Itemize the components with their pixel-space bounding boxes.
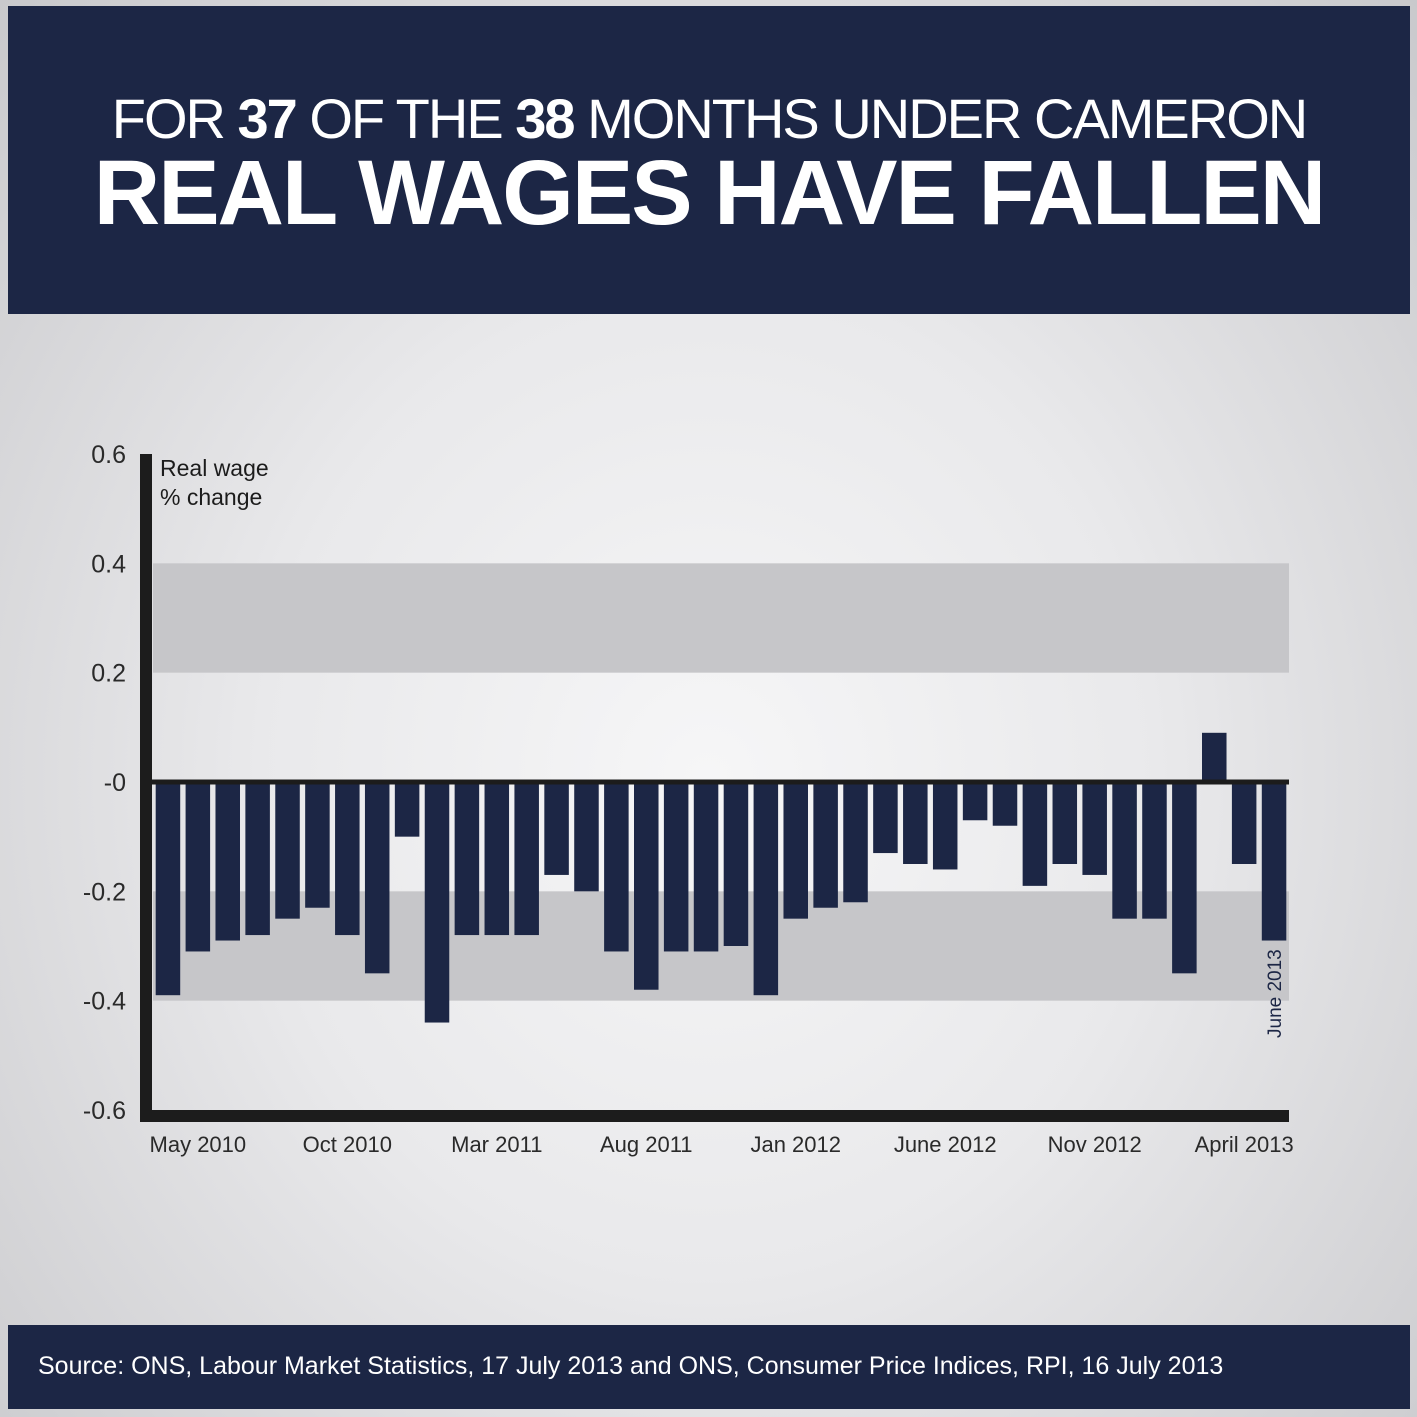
y-tick-labels: 0.6 0.4 0.2 -0 -0.2 -0.4 -0.6 <box>83 441 126 1125</box>
x-tick-label: Nov 2012 <box>1048 1132 1142 1157</box>
footer-banner: Source: ONS, Labour Market Statistics, 1… <box>8 1325 1410 1409</box>
bar <box>663 782 689 952</box>
annotation-group: June 2013 <box>1265 949 1286 1038</box>
zero-line <box>146 779 1289 785</box>
bar <box>783 782 808 919</box>
headline-line-1: FOR 37 OF THE 38 MONTHS UNDER CAMERON <box>8 86 1410 151</box>
bar <box>394 782 420 837</box>
bar <box>932 782 958 870</box>
bar <box>155 782 181 996</box>
bar <box>813 782 838 908</box>
headline-number: 38 <box>515 87 575 150</box>
x-tick-label: Jan 2012 <box>750 1132 841 1157</box>
bar <box>843 782 868 903</box>
y-tick-label: 0.6 <box>91 441 126 469</box>
source-note: Source: ONS, Labour Market Statistics, 1… <box>38 1352 1224 1380</box>
bar <box>1261 782 1287 941</box>
bar <box>1172 782 1197 974</box>
bar <box>574 782 599 892</box>
bar <box>335 782 360 936</box>
x-tick-label: Oct 2010 <box>303 1132 392 1157</box>
bar <box>992 782 1018 826</box>
bar <box>215 782 240 941</box>
bar <box>424 782 450 1023</box>
headline-text: OF THE <box>295 87 516 150</box>
x-tick-label: Aug 2011 <box>600 1132 693 1157</box>
y-tick-label: 0.2 <box>91 660 126 688</box>
y-tick-label: -0.2 <box>83 878 126 906</box>
headline-number: 37 <box>237 87 298 150</box>
bar <box>364 782 390 974</box>
bar <box>245 782 270 936</box>
bar <box>1082 782 1107 875</box>
headline-text: MONTHS UNDER CAMERON <box>573 87 1308 150</box>
bar <box>484 782 510 936</box>
bar <box>1022 782 1048 886</box>
bar <box>1142 782 1167 919</box>
bar <box>454 782 480 936</box>
bar-annotation: June 2013 <box>1265 949 1286 1038</box>
y-tick-label: -0.6 <box>83 1097 126 1125</box>
bar <box>693 782 719 952</box>
bar <box>544 782 569 875</box>
y-axis-label-line: Real wage <box>160 455 269 481</box>
bar <box>185 782 211 952</box>
bar <box>903 782 928 864</box>
bars-group <box>155 732 1287 1023</box>
y-axis-line <box>140 454 152 1122</box>
y-tick-label: 0.4 <box>91 550 126 578</box>
x-axis-line <box>140 1110 1289 1122</box>
y-tick-label: -0.4 <box>83 988 126 1016</box>
bar <box>873 782 898 854</box>
y-axis-label-line: % change <box>160 484 262 510</box>
bar <box>275 782 300 919</box>
bar <box>1052 782 1078 864</box>
bar <box>634 782 659 990</box>
y-axis-label: Real wage % change <box>160 455 269 510</box>
bar <box>723 782 749 946</box>
y-tick-label: -0 <box>104 769 126 797</box>
x-tick-label: Mar 2011 <box>451 1132 542 1157</box>
headline-text: FOR <box>111 87 238 150</box>
bar <box>753 782 779 996</box>
x-tick-label: April 2013 <box>1195 1132 1294 1157</box>
x-tick-label: May 2010 <box>150 1132 247 1157</box>
axes-group <box>140 454 1289 1122</box>
bar <box>962 782 988 821</box>
bar <box>604 782 629 952</box>
bar <box>305 782 330 908</box>
bar <box>1202 732 1227 782</box>
x-tick-labels: May 2010 Oct 2010 Mar 2011 Aug 2011 Jan 2012… <box>150 1132 1294 1157</box>
bar <box>1231 782 1257 864</box>
bar <box>514 782 539 936</box>
shaded-band <box>153 563 1289 673</box>
headline-line-2: REAL WAGES HAVE FALLEN <box>93 142 1326 244</box>
header-banner: FOR 37 OF THE 38 MONTHS UNDER CAMERON RE… <box>8 6 1410 314</box>
x-tick-label: June 2012 <box>894 1132 997 1157</box>
bar <box>1112 782 1137 919</box>
